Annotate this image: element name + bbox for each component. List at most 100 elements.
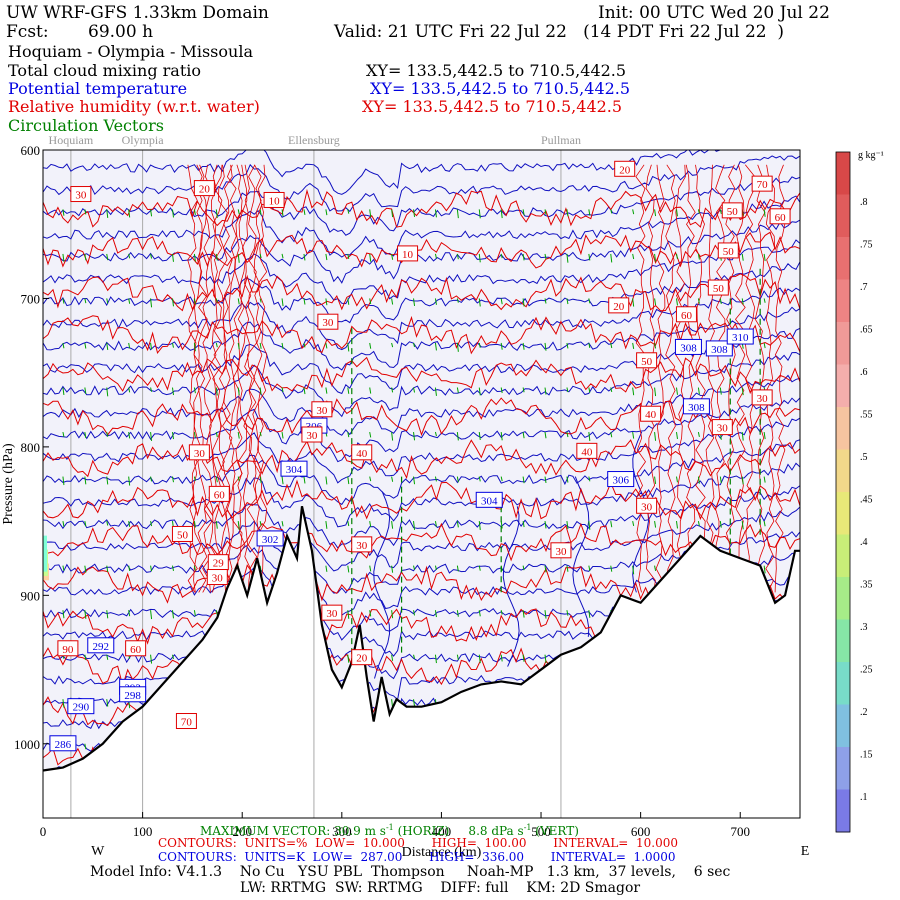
cloud-blob-2 bbox=[43, 535, 47, 572]
colorbar-tick-label: .5 bbox=[860, 452, 868, 463]
max-vector-pre: MAXIMUM VECTOR: 30.9 m s bbox=[200, 824, 386, 838]
vector-arrow bbox=[391, 565, 394, 573]
vector-arrow bbox=[544, 342, 547, 351]
rh-label-text: 30 bbox=[316, 405, 328, 417]
colorbar-segment bbox=[836, 662, 850, 705]
rh-contour-line bbox=[655, 164, 666, 593]
rh-label-text: 70 bbox=[181, 717, 193, 729]
vector-arrow bbox=[478, 209, 481, 219]
vector-arrow bbox=[719, 521, 722, 528]
vector-arrow bbox=[193, 342, 196, 352]
rh-contour-line bbox=[715, 164, 726, 593]
rh-label-box bbox=[188, 444, 210, 461]
vector-arrow bbox=[566, 253, 569, 263]
vector-arrow bbox=[456, 521, 459, 528]
vector-arrow bbox=[171, 476, 174, 483]
theta-label-box bbox=[475, 491, 503, 508]
vector-arrow bbox=[544, 565, 547, 573]
rh-label-text: 30 bbox=[194, 448, 206, 460]
field-vectors-name: Circulation Vectors bbox=[8, 116, 164, 135]
theta-label-text: 290 bbox=[73, 702, 90, 714]
vector-arrow bbox=[588, 610, 591, 618]
rh-label-box bbox=[301, 426, 323, 443]
vector-arrow bbox=[215, 521, 218, 529]
theta-label-box bbox=[49, 735, 77, 752]
vector-arrow bbox=[391, 431, 394, 441]
vector-arrow bbox=[84, 209, 87, 215]
rh-label: 70 bbox=[751, 175, 773, 192]
vector-arrow bbox=[544, 387, 547, 395]
vector-arrow bbox=[544, 610, 547, 619]
vector-arrow bbox=[347, 610, 350, 619]
vector-arrow bbox=[413, 342, 416, 348]
rh-label: 50 bbox=[171, 525, 193, 542]
colorbar-segment bbox=[836, 789, 850, 833]
rh-contour-info: CONTOURS: UNITS=% LOW= 10.000 HIGH= 100.… bbox=[158, 836, 678, 850]
rh-label: 50 bbox=[721, 202, 743, 219]
rh-label-text: 20 bbox=[199, 184, 211, 196]
rh-contour-line bbox=[675, 164, 686, 593]
vector-arrow bbox=[632, 431, 635, 439]
rh-label: 30 bbox=[550, 542, 572, 559]
vector-arrow bbox=[741, 298, 744, 305]
rh-label-text: 40 bbox=[581, 446, 593, 458]
vector-arrow bbox=[697, 253, 700, 260]
rh-label-box bbox=[751, 175, 773, 192]
vector-arrow bbox=[456, 476, 459, 483]
theta-label: 304 bbox=[475, 491, 503, 508]
vector-arrow bbox=[193, 209, 196, 215]
rh-label: 29 bbox=[207, 554, 229, 571]
rh-contour-line bbox=[43, 439, 800, 480]
theta-label: 298 bbox=[119, 686, 147, 703]
vector-arrow bbox=[434, 521, 437, 527]
rh-contour-line bbox=[695, 164, 706, 593]
rh-contour-line bbox=[197, 164, 208, 593]
vector-arrow bbox=[106, 476, 109, 485]
rh-label-text: 30 bbox=[75, 190, 87, 202]
vector-arrow bbox=[610, 565, 613, 572]
vector-arrow bbox=[478, 253, 481, 263]
vector-arrow bbox=[369, 253, 372, 262]
field-cloud-xy: XY= 133.5,442.5 to 710.5,442.5 bbox=[366, 61, 627, 80]
vector-arrow bbox=[478, 342, 481, 348]
colorbar-segment bbox=[836, 534, 850, 578]
rh-label: 30 bbox=[317, 313, 339, 330]
vector-arrow bbox=[193, 298, 196, 305]
vector-arrow bbox=[675, 521, 678, 529]
vector-arrow bbox=[128, 209, 131, 218]
vector-arrow bbox=[303, 342, 306, 348]
y-tick-label: 600 bbox=[21, 143, 41, 158]
vector-arrow bbox=[413, 610, 416, 616]
max-vector: MAXIMUM VECTOR: 30.9 m s-1 (HORIZ) 8.8 d… bbox=[200, 823, 579, 838]
vector-arrow bbox=[434, 565, 437, 570]
rh-label-box bbox=[311, 401, 333, 418]
vector-arrow bbox=[325, 565, 328, 572]
rh-label-text: 50 bbox=[641, 356, 653, 368]
x-tick-label: 0 bbox=[40, 824, 47, 839]
vector-arrow bbox=[741, 476, 744, 485]
vector-arrow bbox=[62, 298, 65, 304]
rh-label-text: 30 bbox=[322, 317, 334, 329]
rh-label-box bbox=[769, 208, 791, 225]
x-tick-label: 400 bbox=[432, 824, 452, 839]
theta-label: 286 bbox=[49, 735, 77, 752]
vector-arrow bbox=[369, 298, 372, 305]
vector-arrow bbox=[369, 209, 372, 217]
vector-arrow bbox=[259, 476, 262, 484]
vector-arrow bbox=[632, 209, 635, 215]
rh-label-box bbox=[206, 569, 228, 586]
field-theta-name: Potential temperature bbox=[8, 79, 188, 98]
x-tick-label: 700 bbox=[730, 824, 750, 839]
theta-contour-line bbox=[43, 351, 800, 418]
colorbar-tick-label: .2 bbox=[860, 707, 868, 718]
vector-arrow bbox=[566, 610, 569, 616]
vector-arrow bbox=[719, 476, 722, 484]
rh-contour-line bbox=[43, 231, 800, 269]
rh-label-box bbox=[576, 442, 598, 459]
vector-arrow bbox=[588, 387, 591, 393]
theta-label: 306 bbox=[607, 471, 635, 488]
vector-arrow bbox=[544, 209, 547, 215]
place-label-pullman: Pullman bbox=[541, 133, 581, 147]
rh-label-text: 70 bbox=[757, 179, 769, 191]
colorbar-segment bbox=[836, 492, 850, 535]
